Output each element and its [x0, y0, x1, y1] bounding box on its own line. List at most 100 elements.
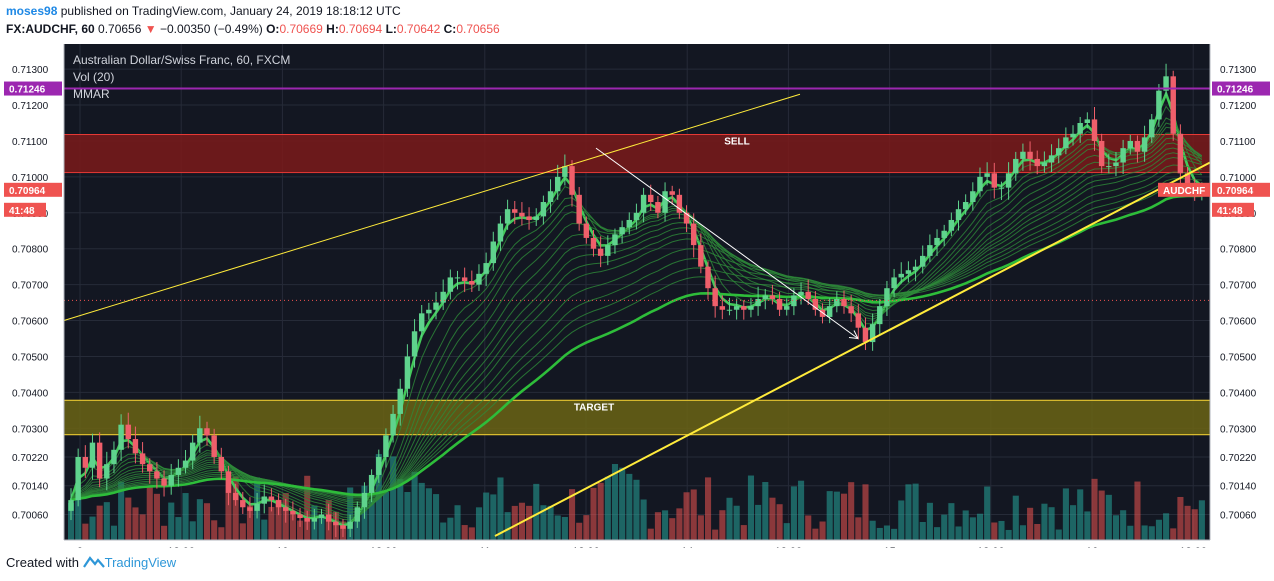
volume-bar — [1027, 507, 1034, 540]
volume-bar — [1191, 509, 1198, 540]
volume-bar — [382, 491, 390, 540]
volume-bar — [268, 506, 275, 540]
close-label: C: — [443, 22, 457, 36]
candle-body — [605, 245, 611, 256]
volume-bar — [103, 502, 110, 540]
volume-bar — [619, 467, 626, 540]
candle-body — [1034, 158, 1040, 167]
candle-body — [748, 306, 754, 310]
symbol-tag-bg — [1158, 182, 1210, 197]
volume-bar — [883, 525, 891, 540]
y-tick-label-left: 0.71000 — [12, 173, 49, 184]
x-tick-label: 16 — [1086, 546, 1098, 548]
candle-body — [426, 309, 432, 314]
candle-body — [1141, 137, 1148, 152]
volume-bar — [433, 494, 440, 540]
volume-bar — [425, 488, 432, 540]
volume-bar — [440, 522, 447, 540]
candle-body — [834, 298, 840, 307]
volume-bar — [1012, 495, 1019, 540]
volume-bar — [697, 515, 704, 540]
candle-body — [784, 306, 790, 310]
candle-body — [698, 245, 704, 267]
volume-bar — [733, 505, 740, 540]
target-zone — [63, 399, 1211, 436]
candle-body — [841, 298, 847, 307]
y-tick-label-left: 0.70800 — [12, 245, 49, 256]
volume-bar — [962, 510, 969, 540]
volume-bar — [819, 521, 826, 540]
candle-body — [390, 413, 396, 436]
volume-bar — [1177, 496, 1184, 540]
candle-body — [447, 277, 454, 292]
candle-body — [118, 424, 124, 450]
candle-body — [819, 309, 826, 317]
volume-bar — [110, 525, 118, 540]
volume-bar — [1112, 515, 1120, 540]
volume-bar — [304, 475, 311, 540]
candle-body — [948, 219, 955, 231]
candle-body — [919, 255, 926, 267]
y-tick-label-left: 0.70500 — [12, 352, 49, 363]
volume-bar — [948, 503, 955, 540]
footer: Created with TradingView — [6, 555, 176, 570]
candle-body — [991, 173, 998, 188]
x-tick-label: 12:00 — [775, 546, 803, 548]
candle-body — [168, 474, 174, 486]
volume-bar — [347, 487, 354, 540]
candle-body — [1005, 173, 1012, 188]
candle-body — [547, 191, 554, 203]
candle-body — [211, 435, 217, 457]
resistance-price-tag-left: 0.71246 — [9, 85, 46, 96]
volume-bar — [976, 513, 984, 540]
volume-bar — [161, 525, 168, 540]
volume-bar — [182, 493, 189, 540]
volume-bar — [483, 492, 490, 540]
volume-bar — [848, 482, 855, 540]
candle-body — [340, 525, 346, 529]
open-label: O: — [266, 22, 280, 36]
author-name[interactable]: moses98 — [6, 4, 58, 18]
candle-body — [433, 302, 439, 310]
volume-bar — [662, 510, 669, 540]
candle-body — [1077, 123, 1083, 134]
candle-body — [104, 464, 110, 479]
candle-body — [418, 313, 425, 332]
candle-body — [354, 507, 361, 522]
candle-body — [569, 166, 575, 195]
volume-bar — [390, 456, 397, 540]
candle-body — [404, 356, 411, 389]
left-axis — [0, 44, 64, 540]
low-label: L: — [385, 22, 397, 36]
volume-bar — [561, 516, 568, 540]
volume-bar — [153, 493, 160, 540]
candle-body — [576, 194, 582, 224]
candle-body — [1163, 76, 1169, 91]
volume-bar — [139, 514, 146, 540]
volume-bar — [862, 484, 869, 540]
close-value: 0.70656 — [456, 22, 500, 36]
volume-bar — [926, 502, 933, 540]
y-tick-label-right: 0.70060 — [1220, 510, 1257, 521]
price-chart[interactable]: SELL TARGET 0.71300 0.71300 0.71200 0.71200 0.… — [0, 40, 1274, 548]
y-tick-label-left: 0.71100 — [12, 137, 48, 148]
volume-bar — [812, 528, 819, 540]
candle-body — [655, 202, 661, 213]
candle-body — [376, 456, 382, 475]
tradingview-logo-icon — [82, 556, 105, 568]
candle-body — [898, 273, 904, 278]
volume-bar — [1077, 489, 1084, 540]
x-tick-label: 15 — [883, 546, 895, 548]
volume-bar — [790, 486, 797, 540]
candle-body — [1098, 140, 1105, 167]
y-tick-label-right: 0.71300 — [1220, 65, 1257, 76]
volume-bar — [869, 520, 876, 540]
volume-bar — [1098, 490, 1105, 540]
candle-body — [891, 277, 897, 289]
volume-bar — [969, 517, 976, 540]
trendline-thin — [63, 93, 801, 322]
tradingview-brand[interactable]: TradingView — [104, 555, 177, 570]
volume-bar — [1127, 525, 1134, 540]
legend-mmar: MMAR — [73, 87, 110, 101]
candle-body — [225, 471, 232, 493]
